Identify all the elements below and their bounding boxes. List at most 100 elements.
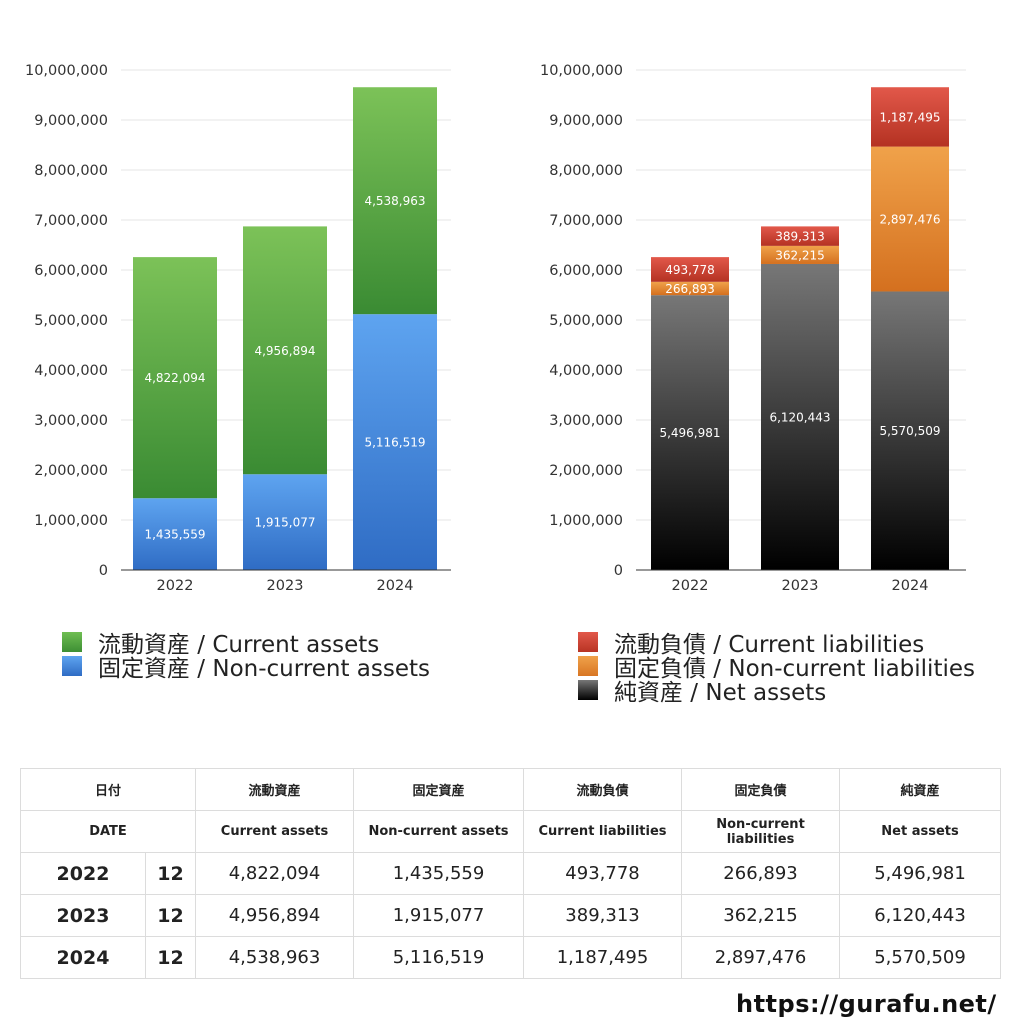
table-cell: 2,897,476 [681, 936, 841, 979]
table-cell: 4,822,094 [195, 852, 355, 895]
row-month: 12 [144, 936, 197, 979]
y-tick-label: 8,000,000 [34, 163, 108, 179]
row-year: 2023 [20, 894, 146, 937]
legend-label: 流動負債 / Current liabilities [614, 632, 925, 658]
x-tick-label: 2024 [892, 578, 929, 594]
y-tick-label: 0 [99, 563, 108, 579]
table-cell: 5,496,981 [839, 852, 1002, 895]
bar-segment [761, 245, 839, 264]
data-label: 4,956,894 [254, 344, 315, 358]
table-cell: 1,435,559 [353, 852, 525, 895]
y-tick-label: 1,000,000 [549, 513, 623, 529]
y-tick-label: 6,000,000 [549, 263, 623, 279]
table-cell: 4,538,963 [195, 936, 355, 979]
bar-segment [651, 257, 729, 282]
legend-item-non-current-liabilities: 固定負債 / Non-current liabilities [578, 654, 975, 682]
legend-label: 純資産 / Net assets [614, 680, 827, 706]
data-label: 5,570,509 [879, 424, 940, 438]
data-label: 362,215 [775, 248, 825, 262]
bar-segment [761, 226, 839, 246]
bar-segment [353, 314, 437, 570]
row-year: 2024 [20, 936, 146, 979]
table-cell: 4,956,894 [195, 894, 355, 937]
y-tick-label: 3,000,000 [549, 413, 623, 429]
table-row: 2024 12 4,538,963 5,116,519 1,187,495 2,… [20, 936, 1002, 979]
data-label: 6,120,443 [769, 410, 830, 424]
header-cell: 固定資産 [353, 768, 525, 811]
data-label: 1,435,559 [144, 528, 205, 542]
legend-item-current-assets: 流動資産 / Current assets [62, 630, 430, 658]
data-table: 日付 流動資産 固定資産 流動負債 固定負債 純資産 DATE Current … [19, 768, 1002, 979]
y-tick-label: 10,000,000 [540, 63, 623, 79]
data-label: 2,897,476 [879, 213, 940, 227]
x-tick-label: 2023 [782, 578, 819, 594]
bar-segment [871, 87, 949, 147]
y-tick-label: 2,000,000 [549, 463, 623, 479]
y-tick-label: 10,000,000 [25, 63, 108, 79]
site-url[interactable]: https://gurafu.net/ [736, 990, 997, 1018]
liabilities-chart: 0 1,000,000 2,000,000 3,000,000 4,000,000 5,0… [540, 63, 966, 594]
table-cell: 266,893 [681, 852, 841, 895]
legend-item-non-current-assets: 固定資産 / Non-current assets [62, 654, 430, 682]
y-tick-label: 3,000,000 [34, 413, 108, 429]
x-tick-label: 2023 [267, 578, 304, 594]
data-label: 493,778 [665, 263, 715, 277]
table-cell: 5,570,509 [839, 936, 1002, 979]
data-label: 5,116,519 [364, 436, 425, 450]
header-cell: Non-current assets [353, 810, 525, 853]
bar-segment [243, 226, 327, 475]
legend-liabilities: 流動負債 / Current liabilities 固定負債 / Non-cu… [578, 630, 975, 706]
table-cell: 6,120,443 [839, 894, 1002, 937]
header-cell: Current assets [195, 810, 355, 853]
y-tick-label: 4,000,000 [34, 363, 108, 379]
header-date: 日付 [19, 768, 197, 811]
y-tick-label: 8,000,000 [549, 163, 623, 179]
y-tick-label: 9,000,000 [34, 113, 108, 129]
bar-segment [651, 295, 729, 570]
header-cell: Non-current liabilities [681, 810, 841, 853]
header-cell: 流動資産 [195, 768, 355, 811]
y-tick-label: 9,000,000 [549, 113, 623, 129]
data-label: 389,313 [775, 230, 825, 244]
y-tick-label: 7,000,000 [34, 213, 108, 229]
table-header-row-en: DATE Current assets Non-current assets C… [19, 810, 1002, 853]
bar-segment [761, 263, 839, 570]
row-month: 12 [144, 894, 197, 937]
data-label: 1,915,077 [254, 516, 315, 530]
data-label: 1,187,495 [879, 110, 940, 124]
legend-swatch-non-current-liabilities [578, 656, 598, 676]
charts: 0 1,000,000 2,000,000 3,000,000 4,000,000 5,0… [25, 63, 966, 594]
header-cell: 固定負債 [681, 768, 841, 811]
y-tick-label: 5,000,000 [549, 313, 623, 329]
bar-segment [133, 498, 217, 570]
bar-segment [133, 257, 217, 499]
table-cell: 493,778 [523, 852, 683, 895]
assets-chart: 0 1,000,000 2,000,000 3,000,000 4,000,000 5,0… [25, 63, 451, 594]
table-cell: 1,187,495 [523, 936, 683, 979]
legend-swatch-current-assets [62, 632, 82, 652]
x-tick-label: 2022 [157, 578, 194, 594]
legend-swatch-net-assets [578, 680, 598, 700]
legend-item-current-liabilities: 流動負債 / Current liabilities [578, 630, 975, 658]
y-tick-label: 1,000,000 [34, 513, 108, 529]
legend-label: 固定資産 / Non-current assets [98, 656, 431, 682]
bar-segment [243, 474, 327, 570]
data-label: 4,822,094 [144, 371, 205, 385]
legend-item-net-assets: 純資産 / Net assets [578, 678, 975, 706]
y-tick-label: 5,000,000 [34, 313, 108, 329]
legend-swatch-non-current-assets [62, 656, 82, 676]
data-label: 266,893 [665, 282, 715, 296]
table-cell: 389,313 [523, 894, 683, 937]
table-row: 2022 12 4,822,094 1,435,559 493,778 266,… [20, 852, 1002, 895]
table-cell: 1,915,077 [353, 894, 525, 937]
x-tick-label: 2022 [672, 578, 709, 594]
y-tick-label: 2,000,000 [34, 463, 108, 479]
bar-segment [871, 146, 949, 292]
y-tick-label: 0 [614, 563, 623, 579]
bar-segment [353, 87, 437, 315]
x-tick-label: 2024 [377, 578, 414, 594]
header-cell: Net assets [839, 810, 1002, 853]
legend-assets: 流動資産 / Current assets 固定資産 / Non-current… [62, 630, 430, 682]
table-header-row: 日付 流動資産 固定資産 流動負債 固定負債 純資産 [19, 768, 1002, 811]
data-label: 5,496,981 [659, 426, 720, 440]
